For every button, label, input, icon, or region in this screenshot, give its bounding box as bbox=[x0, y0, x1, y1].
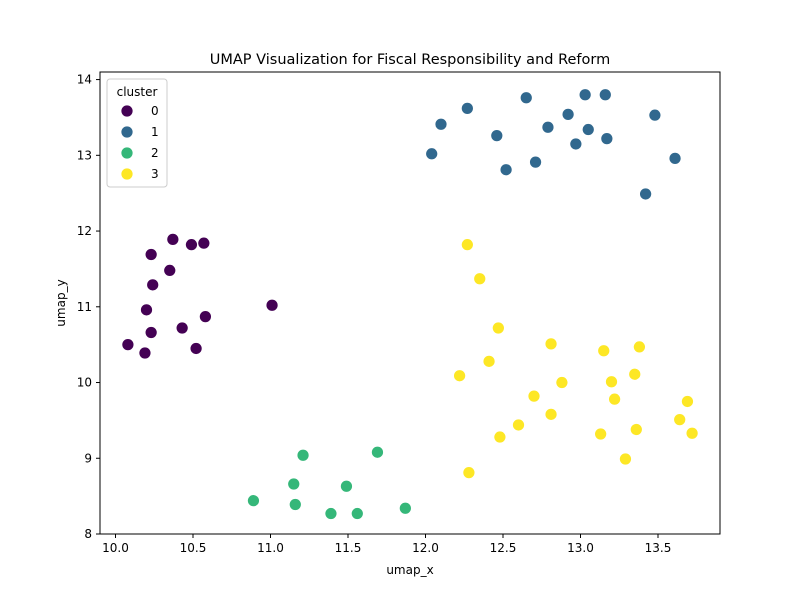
cluster-3-point bbox=[453, 369, 466, 383]
cluster-0-point bbox=[166, 233, 180, 246]
cluster-3-point bbox=[512, 418, 525, 432]
cluster-2-point bbox=[296, 448, 310, 462]
cluster-3-point bbox=[460, 238, 474, 252]
cluster-3-point bbox=[482, 354, 496, 368]
cluster-3-point bbox=[619, 452, 632, 466]
cluster-3-point bbox=[605, 375, 618, 389]
legend-marker-3 bbox=[120, 167, 134, 181]
cluster-1-point bbox=[569, 137, 583, 151]
cluster-3-point bbox=[685, 426, 699, 440]
chart-title: UMAP Visualization for Fiscal Responsibi… bbox=[210, 52, 610, 68]
legend-marker-2 bbox=[120, 146, 134, 160]
cluster-1-point bbox=[561, 108, 575, 121]
cluster-1-point bbox=[519, 91, 533, 105]
cluster-2-point bbox=[350, 507, 364, 520]
cluster-2-point bbox=[287, 477, 301, 491]
cluster-1-point bbox=[541, 120, 555, 134]
y-tick-label: 9 bbox=[84, 451, 92, 465]
cluster-1-point bbox=[434, 117, 448, 131]
plot-frame bbox=[99, 71, 721, 535]
cluster-0-point bbox=[163, 264, 177, 277]
cluster-1-point bbox=[529, 155, 542, 169]
cluster-0-point bbox=[138, 346, 152, 360]
cluster-3-point bbox=[527, 389, 541, 403]
cluster-1-point bbox=[598, 88, 612, 102]
legend-title: cluster bbox=[117, 85, 158, 99]
cluster-3-point bbox=[681, 395, 694, 408]
cluster-3-point bbox=[544, 407, 558, 421]
x-tick-label: 10.0 bbox=[102, 541, 129, 555]
cluster-0-point bbox=[146, 278, 160, 292]
legend-label-3: 3 bbox=[151, 167, 159, 181]
cluster-3-point bbox=[473, 272, 487, 286]
cluster-1-point bbox=[581, 123, 595, 136]
x-axis-label: umap_x bbox=[386, 563, 433, 577]
cluster-0-point bbox=[199, 310, 212, 324]
cluster-0-point bbox=[197, 236, 211, 250]
cluster-2-point bbox=[288, 498, 302, 511]
cluster-3-point bbox=[629, 423, 643, 436]
cluster-0-point bbox=[175, 321, 189, 335]
x-axis-ticks: 10.0 10.5 11.0 11.5 12.0 12.5 13.0 13.5 bbox=[102, 534, 671, 555]
x-tick-label: 11.0 bbox=[257, 541, 284, 555]
cluster-2-point bbox=[371, 445, 384, 459]
legend-entries: 0 1 2 3 bbox=[120, 104, 159, 181]
legend: cluster 0 1 2 3 bbox=[106, 78, 168, 188]
x-tick-label: 12.5 bbox=[490, 541, 517, 555]
cluster-3-point bbox=[544, 337, 558, 351]
cluster-1-point bbox=[668, 151, 682, 165]
cluster-3-point bbox=[608, 392, 621, 406]
x-tick-label: 11.5 bbox=[335, 541, 362, 555]
cluster-3-point bbox=[493, 430, 507, 444]
legend-box bbox=[106, 78, 168, 188]
x-tick-label: 10.5 bbox=[180, 541, 207, 555]
cluster-1-point bbox=[499, 163, 513, 177]
y-tick-label: 12 bbox=[77, 224, 92, 238]
x-tick-label: 12.0 bbox=[412, 541, 439, 555]
cluster-1-point bbox=[425, 147, 439, 161]
y-tick-label: 14 bbox=[77, 73, 92, 87]
cluster-2-point bbox=[247, 494, 260, 508]
cluster-0-point bbox=[121, 338, 135, 352]
cluster-0-point bbox=[189, 342, 203, 355]
points-layer bbox=[121, 88, 699, 520]
y-tick-label: 8 bbox=[84, 527, 92, 541]
cluster-0-point bbox=[265, 298, 279, 312]
cluster-0-point bbox=[144, 248, 158, 261]
cluster-1-point bbox=[648, 108, 662, 122]
y-tick-label: 10 bbox=[77, 376, 92, 390]
cluster-1-point bbox=[490, 129, 504, 142]
legend-marker-1 bbox=[120, 125, 134, 139]
cluster-3-point bbox=[491, 321, 505, 335]
cluster-1-point bbox=[460, 101, 474, 115]
cluster-3-point bbox=[628, 367, 642, 381]
y-tick-label: 11 bbox=[77, 300, 92, 314]
legend-label-1: 1 bbox=[151, 125, 159, 139]
cluster-1-point bbox=[578, 88, 592, 102]
cluster-3-point bbox=[673, 413, 687, 427]
x-tick-label: 13.5 bbox=[645, 541, 672, 555]
cluster-2-point bbox=[324, 507, 338, 520]
legend-label-2: 2 bbox=[151, 146, 159, 160]
cluster-3-point bbox=[633, 340, 646, 354]
cluster-0-point bbox=[185, 238, 198, 252]
legend-marker-0 bbox=[120, 104, 134, 118]
cluster-3-point bbox=[594, 427, 608, 441]
cluster-1-point bbox=[600, 132, 614, 146]
cluster-2-point bbox=[398, 501, 412, 515]
x-tick-label: 13.0 bbox=[567, 541, 594, 555]
cluster-3-point bbox=[555, 376, 569, 389]
legend-label-0: 0 bbox=[151, 104, 159, 118]
y-axis-label: umap_y bbox=[54, 279, 68, 326]
y-axis-ticks: 8 9 10 11 12 13 14 bbox=[77, 73, 100, 541]
y-tick-label: 13 bbox=[77, 148, 92, 162]
cluster-1-point bbox=[639, 187, 652, 201]
cluster-2-point bbox=[340, 479, 353, 493]
cluster-0-point bbox=[140, 303, 153, 317]
cluster-0-point bbox=[144, 326, 158, 339]
cluster-3-point bbox=[597, 344, 611, 358]
cluster-3-point bbox=[462, 466, 476, 480]
